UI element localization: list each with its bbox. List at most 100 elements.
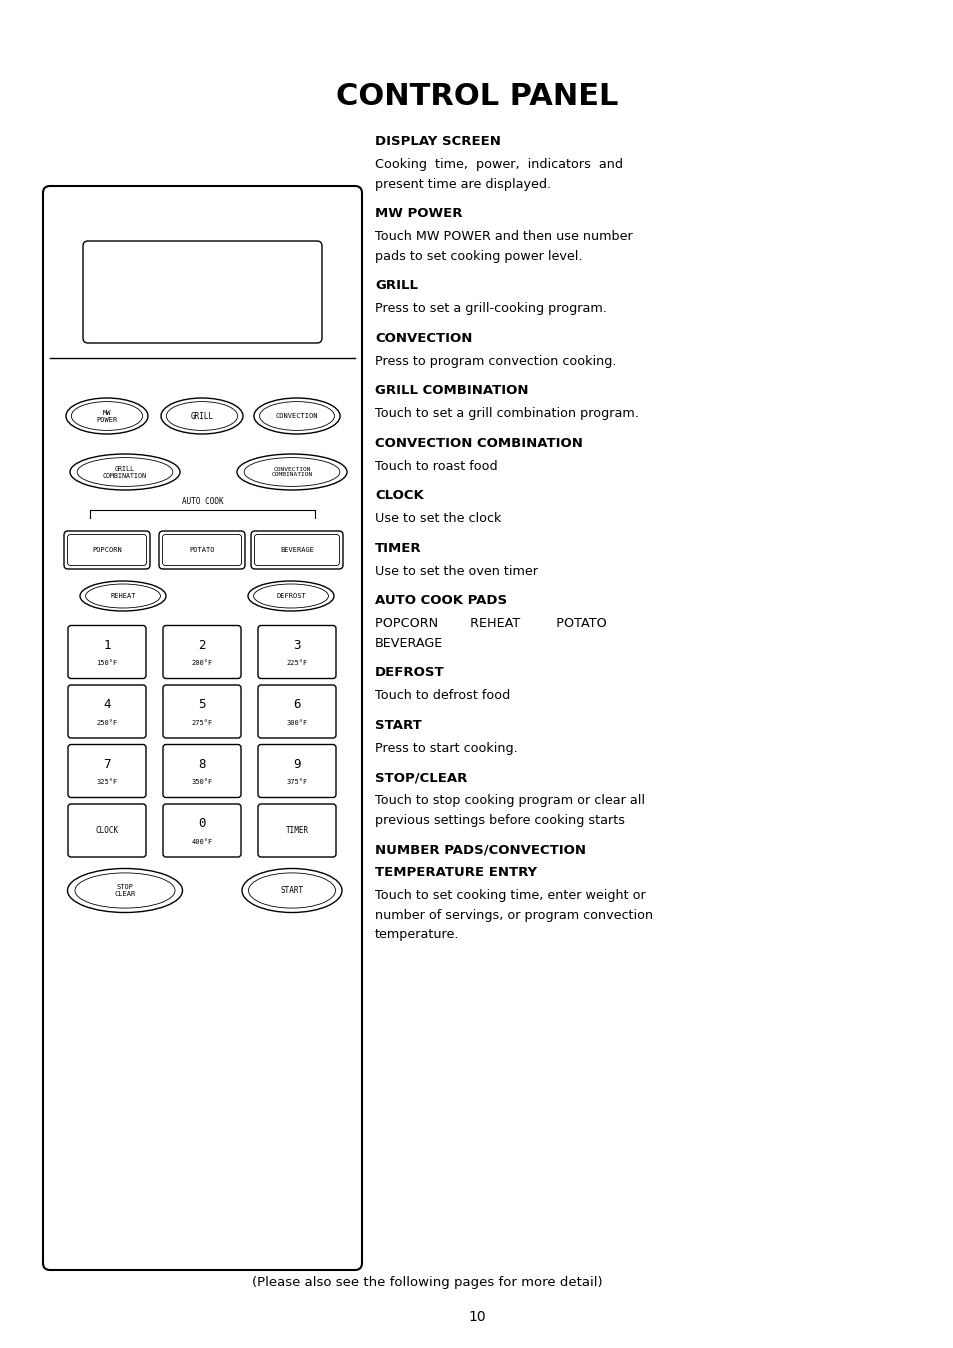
- Text: 200°F: 200°F: [192, 661, 213, 666]
- Text: DEFROST: DEFROST: [275, 593, 306, 599]
- FancyBboxPatch shape: [68, 744, 146, 798]
- Ellipse shape: [86, 584, 160, 608]
- Text: Cooking  time,  power,  indicators  and: Cooking time, power, indicators and: [375, 158, 622, 171]
- Text: STOP/CLEAR: STOP/CLEAR: [375, 771, 467, 785]
- Text: REHEAT: REHEAT: [111, 593, 135, 599]
- Text: DEFROST: DEFROST: [375, 666, 444, 679]
- Text: GRILL: GRILL: [191, 411, 213, 421]
- Text: MW POWER: MW POWER: [375, 208, 462, 220]
- Ellipse shape: [161, 398, 243, 434]
- Text: Use to set the oven timer: Use to set the oven timer: [375, 565, 537, 577]
- Text: CLOCK: CLOCK: [95, 826, 118, 834]
- Text: DISPLAY SCREEN: DISPLAY SCREEN: [375, 135, 500, 148]
- Ellipse shape: [259, 402, 335, 430]
- FancyBboxPatch shape: [254, 535, 339, 566]
- Ellipse shape: [236, 454, 347, 491]
- FancyBboxPatch shape: [257, 744, 335, 798]
- Ellipse shape: [253, 398, 339, 434]
- Text: Press to set a grill-cooking program.: Press to set a grill-cooking program.: [375, 302, 606, 315]
- Text: 10: 10: [468, 1310, 485, 1324]
- Ellipse shape: [66, 398, 148, 434]
- Text: Use to set the clock: Use to set the clock: [375, 512, 501, 524]
- Text: AUTO COOK PADS: AUTO COOK PADS: [375, 594, 507, 607]
- Text: 8: 8: [198, 758, 206, 771]
- Ellipse shape: [244, 457, 339, 487]
- Text: 3: 3: [293, 639, 300, 651]
- Text: (Please also see the following pages for more detail): (Please also see the following pages for…: [252, 1277, 601, 1289]
- Text: 250°F: 250°F: [96, 720, 117, 725]
- Text: TIMER: TIMER: [285, 826, 308, 834]
- Text: GRILL: GRILL: [375, 279, 417, 293]
- Text: Touch to set a grill combination program.: Touch to set a grill combination program…: [375, 407, 639, 421]
- FancyBboxPatch shape: [64, 531, 150, 569]
- Text: MW
POWER: MW POWER: [96, 410, 117, 422]
- Ellipse shape: [253, 584, 328, 608]
- Text: TEMPERATURE ENTRY: TEMPERATURE ENTRY: [375, 865, 537, 879]
- Text: 300°F: 300°F: [286, 720, 307, 725]
- Text: Touch to defrost food: Touch to defrost food: [375, 689, 510, 702]
- Text: pads to set cooking power level.: pads to set cooking power level.: [375, 249, 582, 263]
- Text: 1: 1: [103, 639, 111, 651]
- Text: TIMER: TIMER: [375, 542, 421, 554]
- Text: 2: 2: [198, 639, 206, 651]
- Text: CONVECTION
COMBINATION: CONVECTION COMBINATION: [271, 466, 313, 477]
- Text: Touch to stop cooking program or clear all: Touch to stop cooking program or clear a…: [375, 794, 644, 807]
- Text: Touch MW POWER and then use number: Touch MW POWER and then use number: [375, 231, 632, 243]
- FancyBboxPatch shape: [163, 744, 241, 798]
- Ellipse shape: [77, 457, 172, 487]
- Text: 150°F: 150°F: [96, 661, 117, 666]
- Text: 5: 5: [198, 698, 206, 710]
- FancyBboxPatch shape: [83, 241, 322, 342]
- FancyBboxPatch shape: [163, 803, 241, 857]
- FancyBboxPatch shape: [159, 531, 245, 569]
- Text: GRILL COMBINATION: GRILL COMBINATION: [375, 384, 528, 398]
- FancyBboxPatch shape: [257, 625, 335, 678]
- Text: 275°F: 275°F: [192, 720, 213, 725]
- Text: STOP
CLEAR: STOP CLEAR: [114, 884, 135, 896]
- Text: Press to start cooking.: Press to start cooking.: [375, 741, 517, 755]
- Text: START: START: [375, 718, 421, 732]
- Text: 375°F: 375°F: [286, 779, 307, 785]
- Text: Touch to set cooking time, enter weight or: Touch to set cooking time, enter weight …: [375, 888, 645, 902]
- FancyBboxPatch shape: [163, 685, 241, 737]
- FancyBboxPatch shape: [43, 186, 361, 1270]
- FancyBboxPatch shape: [68, 685, 146, 737]
- Text: CONVECTION COMBINATION: CONVECTION COMBINATION: [375, 437, 582, 449]
- Ellipse shape: [71, 402, 143, 430]
- Text: CONVECTION: CONVECTION: [275, 412, 318, 419]
- Text: temperature.: temperature.: [375, 927, 459, 941]
- Ellipse shape: [75, 874, 174, 909]
- Text: 0: 0: [198, 817, 206, 830]
- FancyBboxPatch shape: [68, 625, 146, 678]
- Text: 350°F: 350°F: [192, 779, 213, 785]
- Text: previous settings before cooking starts: previous settings before cooking starts: [375, 813, 624, 826]
- Text: number of servings, or program convection: number of servings, or program convectio…: [375, 909, 653, 922]
- Text: 6: 6: [293, 698, 300, 710]
- FancyBboxPatch shape: [68, 535, 147, 566]
- Ellipse shape: [166, 402, 237, 430]
- Ellipse shape: [70, 454, 180, 491]
- Text: GRILL
COMBINATION: GRILL COMBINATION: [103, 465, 147, 479]
- Text: present time are displayed.: present time are displayed.: [375, 178, 551, 190]
- FancyBboxPatch shape: [163, 625, 241, 678]
- FancyBboxPatch shape: [162, 535, 241, 566]
- Text: POPCORN        REHEAT         POTATO: POPCORN REHEAT POTATO: [375, 617, 606, 630]
- FancyBboxPatch shape: [251, 531, 343, 569]
- Text: BEVERAGE: BEVERAGE: [280, 547, 314, 553]
- Text: BEVERAGE: BEVERAGE: [375, 636, 443, 650]
- Text: AUTO COOK: AUTO COOK: [181, 497, 223, 506]
- Text: NUMBER PADS/CONVECTION: NUMBER PADS/CONVECTION: [375, 842, 585, 856]
- FancyBboxPatch shape: [257, 685, 335, 737]
- FancyBboxPatch shape: [257, 803, 335, 857]
- Text: CONTROL PANEL: CONTROL PANEL: [335, 82, 618, 111]
- Text: POTATO: POTATO: [189, 547, 214, 553]
- Text: 225°F: 225°F: [286, 661, 307, 666]
- Ellipse shape: [68, 868, 182, 913]
- Text: START: START: [280, 886, 303, 895]
- Ellipse shape: [80, 581, 166, 611]
- Ellipse shape: [248, 581, 334, 611]
- Text: 325°F: 325°F: [96, 779, 117, 785]
- FancyBboxPatch shape: [68, 803, 146, 857]
- Text: 400°F: 400°F: [192, 838, 213, 844]
- Text: POPCORN: POPCORN: [92, 547, 122, 553]
